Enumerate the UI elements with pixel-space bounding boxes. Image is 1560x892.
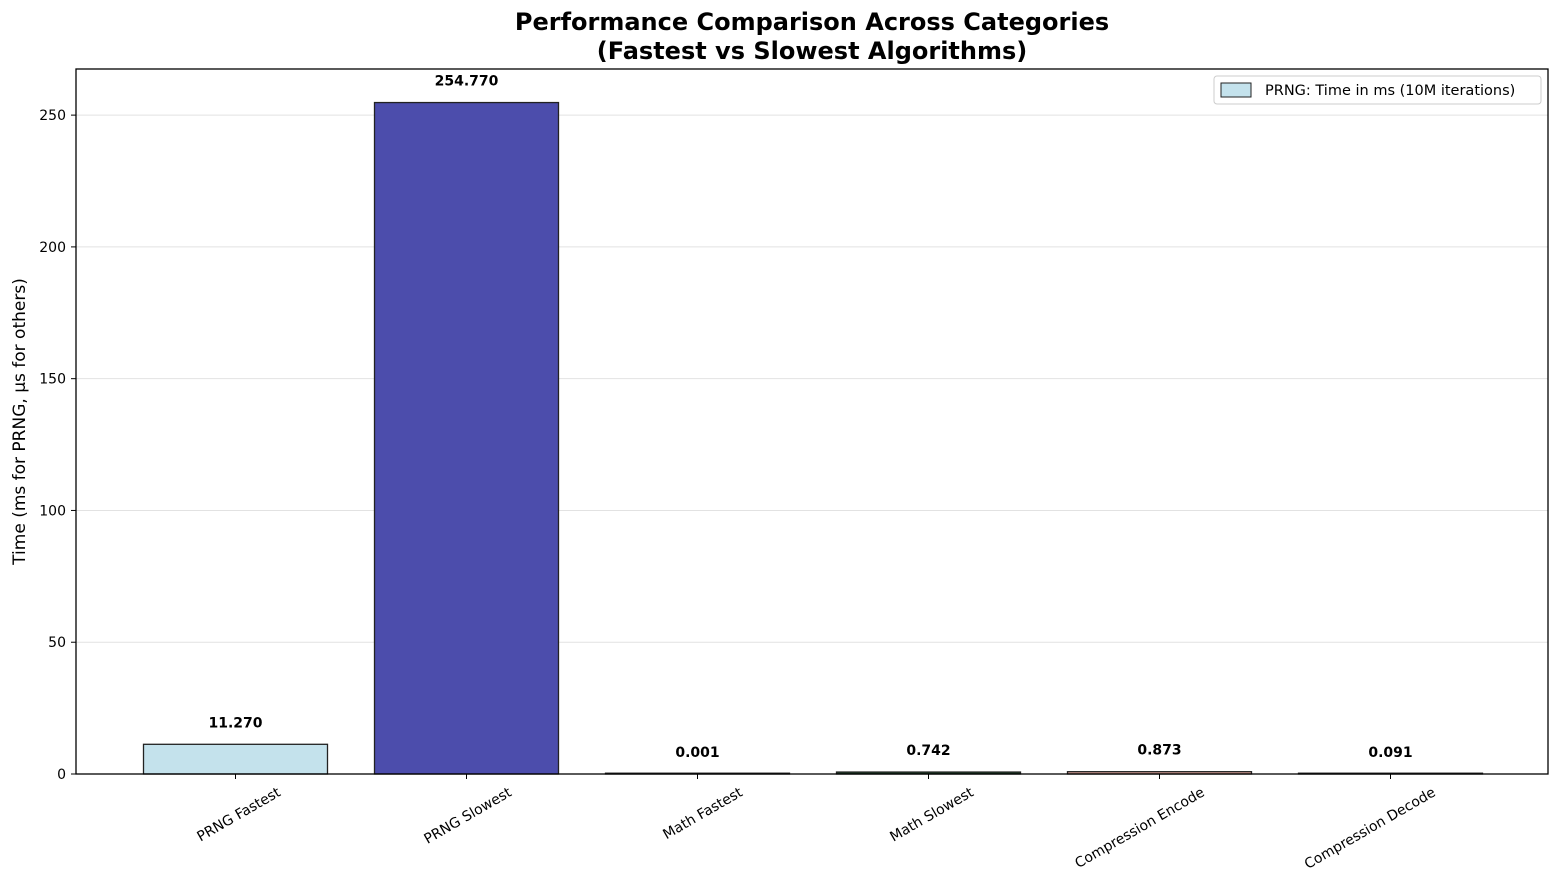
y-tick-label: 0 [57,767,66,783]
legend-label: PRNG: Time in ms (10M iterations) [1265,83,1515,99]
bar [142,743,329,775]
y-axis-ticks: 0 50 100 150 200 250 [39,108,76,783]
bar-value-label: 0.091 [1368,745,1412,761]
bar-value-labels: 11.270 254.770 0.001 0.742 0.873 0.091 [208,74,1412,761]
legend-swatch [1220,82,1252,98]
chart-subtitle: (Fastest vs Slowest Algorithms) [597,37,1028,65]
bar-value-label: 254.770 [435,74,499,90]
legend-box [1213,75,1542,105]
y-tick-label: 150 [39,372,66,388]
y-axis-label: Time (ms for PRNG, µs for others) [10,278,30,566]
chart-title: Performance Comparison Across Categories [515,8,1109,36]
y-tick-label: 200 [39,240,66,256]
y-tick-label: 50 [48,635,66,651]
bar-value-label: 11.270 [208,715,262,731]
bar-value-label: 0.742 [906,743,950,759]
plot-frame [75,68,1549,775]
bar [373,101,560,775]
bar-value-label: 0.001 [675,745,719,761]
y-tick-label: 100 [39,503,66,519]
y-tick-label: 250 [39,108,66,124]
bar-value-label: 0.873 [1137,743,1181,759]
legend: PRNG: Time in ms (10M iterations) [1213,75,1542,105]
